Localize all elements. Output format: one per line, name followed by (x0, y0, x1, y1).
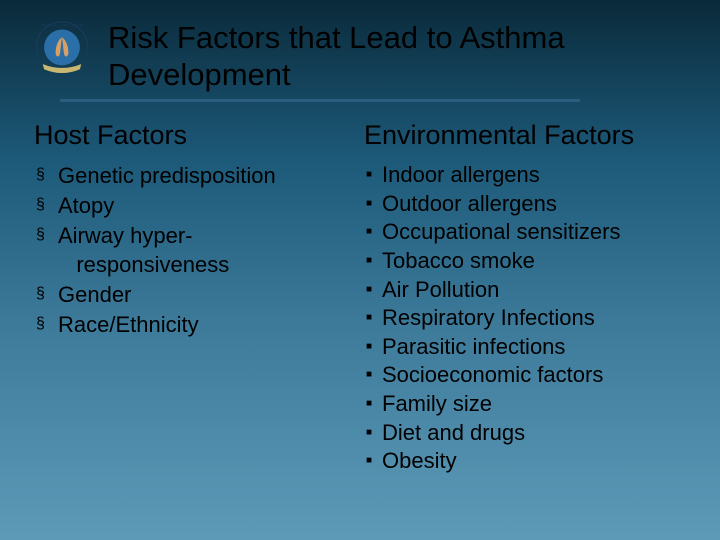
bullet-icon: § (36, 280, 58, 308)
gina-logo-icon: GLOBAL INITIATIVE (30, 18, 94, 82)
list-item: §Airway hyper- responsiveness (36, 221, 344, 280)
bullet-icon: ■ (366, 304, 382, 332)
list-item: §Genetic predisposition (36, 161, 344, 191)
list-item: ■Diet and drugs (366, 419, 686, 448)
list-item-label: Indoor allergens (382, 161, 540, 190)
list-item: ■Obesity (366, 447, 686, 476)
list-item: §Race/Ethnicity (36, 310, 344, 340)
list-item-label: Family size (382, 390, 492, 419)
list-item: ■Socioeconomic factors (366, 361, 686, 390)
slide: GLOBAL INITIATIVE Risk Factors that Lead… (0, 0, 720, 540)
list-item: ■Tobacco smoke (366, 247, 686, 276)
environmental-factors-heading: Environmental Factors (364, 120, 686, 151)
list-item: ■Respiratory Infections (366, 304, 686, 333)
bullet-icon: § (36, 310, 58, 338)
host-factors-heading: Host Factors (34, 120, 344, 151)
divider (60, 99, 580, 102)
bullet-icon: § (36, 191, 58, 219)
list-item-label: Parasitic infections (382, 333, 565, 362)
list-item-label: Diet and drugs (382, 419, 525, 448)
slide-title: Risk Factors that Lead to Asthma Develop… (108, 18, 690, 93)
host-factors-column: Host Factors §Genetic predisposition §At… (34, 120, 344, 476)
list-item-label: Tobacco smoke (382, 247, 535, 276)
bullet-icon: ■ (366, 361, 382, 389)
bullet-icon: ■ (366, 447, 382, 475)
list-item-label: Occupational sensitizers (382, 218, 620, 247)
list-item-label: Genetic predisposition (58, 161, 276, 191)
list-item: ■Occupational sensitizers (366, 218, 686, 247)
list-item-label: Air Pollution (382, 276, 499, 305)
list-item-label: Airway hyper- responsiveness (58, 221, 229, 280)
list-item-label: Atopy (58, 191, 114, 221)
list-item-label: Respiratory Infections (382, 304, 595, 333)
list-item-label: Socioeconomic factors (382, 361, 603, 390)
list-item: §Atopy (36, 191, 344, 221)
list-item-label: Gender (58, 280, 131, 310)
content-columns: Host Factors §Genetic predisposition §At… (30, 120, 690, 476)
bullet-icon: ■ (366, 333, 382, 361)
list-item: ■Outdoor allergens (366, 190, 686, 219)
bullet-icon: ■ (366, 190, 382, 218)
environmental-factors-list: ■Indoor allergens ■Outdoor allergens ■Oc… (364, 161, 686, 476)
svg-text:GLOBAL INITIATIVE: GLOBAL INITIATIVE (41, 23, 82, 28)
host-factors-list: §Genetic predisposition §Atopy §Airway h… (34, 161, 344, 339)
list-item: ■Indoor allergens (366, 161, 686, 190)
bullet-icon: § (36, 221, 58, 249)
bullet-icon: ■ (366, 390, 382, 418)
bullet-icon: ■ (366, 276, 382, 304)
environmental-factors-column: Environmental Factors ■Indoor allergens … (364, 120, 686, 476)
list-item-label: Race/Ethnicity (58, 310, 199, 340)
list-item-label: Obesity (382, 447, 457, 476)
list-item-label: Outdoor allergens (382, 190, 557, 219)
bullet-icon: ■ (366, 419, 382, 447)
bullet-icon: ■ (366, 161, 382, 189)
list-item: ■Family size (366, 390, 686, 419)
list-item: ■Parasitic infections (366, 333, 686, 362)
header: GLOBAL INITIATIVE Risk Factors that Lead… (30, 18, 690, 93)
list-item: ■Air Pollution (366, 276, 686, 305)
bullet-icon: § (36, 161, 58, 189)
bullet-icon: ■ (366, 247, 382, 275)
bullet-icon: ■ (366, 218, 382, 246)
list-item: §Gender (36, 280, 344, 310)
